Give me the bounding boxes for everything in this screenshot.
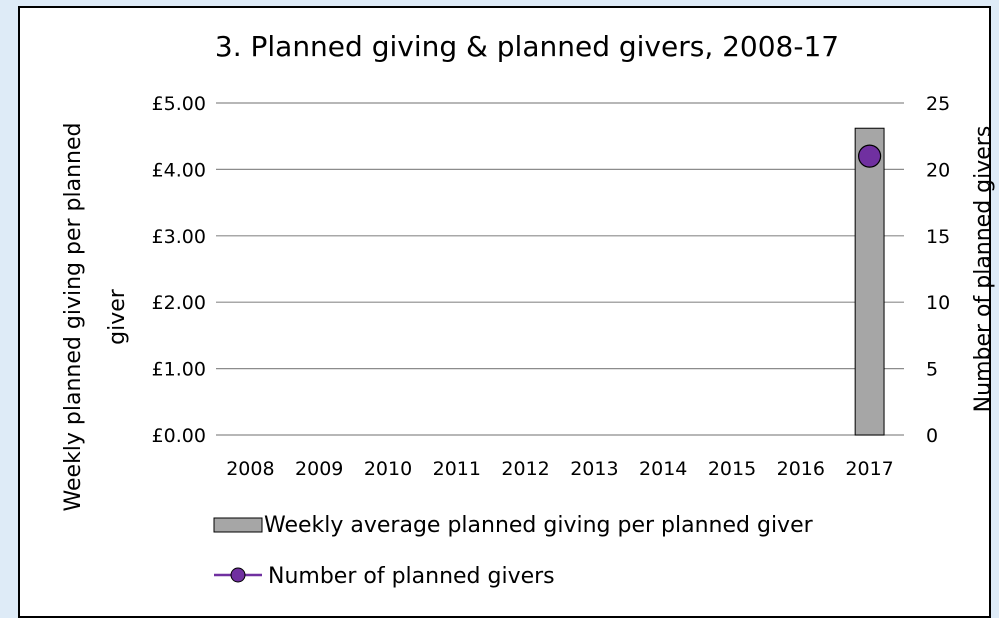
x-tick-label: 2009 xyxy=(295,458,343,480)
chart-title: 3. Planned giving & planned givers, 2008… xyxy=(215,30,839,63)
legend-swatch-bar xyxy=(213,517,263,533)
chart-frame xyxy=(18,6,991,618)
left-axis-title-line2: giver xyxy=(105,288,130,345)
left-tick-label: £5.00 xyxy=(152,93,206,115)
gridlines xyxy=(216,102,904,436)
right-tick-label: 0 xyxy=(926,425,938,447)
left-tick-label: £2.00 xyxy=(152,292,206,314)
x-tick-label: 2013 xyxy=(570,458,618,480)
x-tick-label: 2008 xyxy=(226,458,274,480)
left-tick-label: £1.00 xyxy=(152,359,206,381)
x-tick-label: 2015 xyxy=(708,458,756,480)
x-axis-ticks: 2008 2009 2010 2011 2012 2013 2014 2015 2016 2017 xyxy=(226,458,894,480)
x-tick-label: 2011 xyxy=(433,458,481,480)
left-tick-label: £4.00 xyxy=(152,159,206,181)
x-tick-label: 2016 xyxy=(777,458,825,480)
x-tick-label: 2012 xyxy=(501,458,549,480)
left-axis-title-line1: Weekly planned giving per planned xyxy=(61,123,86,512)
left-axis-ticks: £0.00 £1.00 £2.00 £3.00 £4.00 £5.00 xyxy=(152,93,206,447)
legend-label-line: Number of planned givers xyxy=(268,564,555,589)
right-axis-ticks: 0 5 10 15 20 25 xyxy=(926,93,950,447)
left-tick-label: £0.00 xyxy=(152,425,206,447)
right-tick-label: 20 xyxy=(926,159,950,181)
right-tick-label: 10 xyxy=(926,292,950,314)
bar-series xyxy=(854,127,885,436)
right-axis-title: Number of planned givers xyxy=(971,126,996,413)
right-tick-label: 5 xyxy=(926,359,938,381)
right-tick-label: 15 xyxy=(926,226,950,248)
marker-series xyxy=(857,144,882,168)
bar xyxy=(854,127,885,436)
x-tick-label: 2017 xyxy=(845,458,893,480)
left-tick-label: £3.00 xyxy=(152,226,206,248)
legend-label-bar: Weekly average planned giving per planne… xyxy=(264,513,814,538)
data-point xyxy=(857,144,882,168)
legend-swatch-marker xyxy=(230,567,246,583)
x-tick-label: 2010 xyxy=(364,458,412,480)
right-tick-label: 25 xyxy=(926,93,950,115)
x-tick-label: 2014 xyxy=(639,458,687,480)
legend: Weekly average planned giving per planne… xyxy=(213,513,814,589)
